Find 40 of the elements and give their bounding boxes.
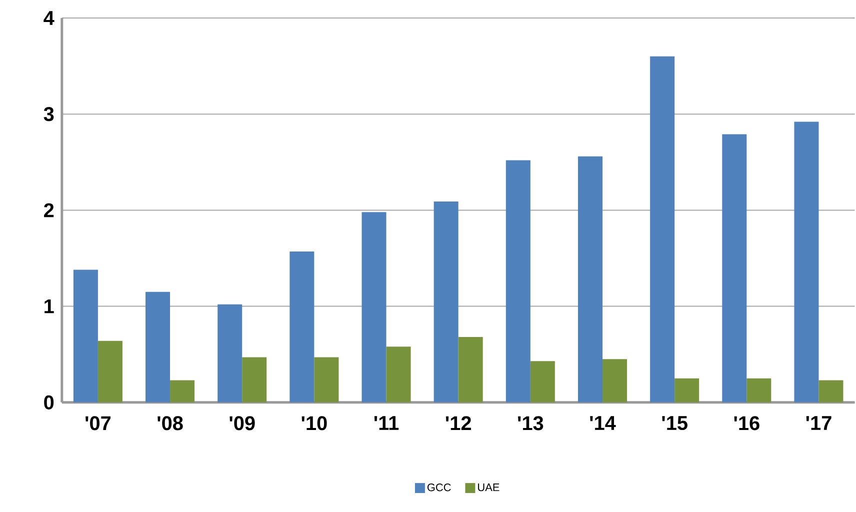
bar	[794, 122, 819, 402]
bar	[290, 251, 314, 402]
bar	[650, 56, 675, 402]
x-tick-label: '10	[302, 416, 327, 430]
x-tick-label: '11	[374, 416, 399, 430]
x-tick-label: '12	[446, 416, 471, 430]
y-tick-label: 4	[44, 11, 54, 25]
bar	[602, 359, 627, 402]
x-tick-label: '08	[158, 416, 183, 430]
x-tick-label: '07	[86, 416, 111, 430]
x-tick-label: '16	[734, 416, 760, 430]
bar	[242, 357, 267, 402]
y-tick-label: 1	[44, 299, 54, 314]
bar	[146, 292, 170, 402]
y-tick-label: 2	[44, 203, 54, 218]
bar	[362, 212, 386, 402]
bar	[722, 134, 747, 402]
bar	[434, 201, 458, 402]
bar	[506, 160, 530, 402]
x-tick-label: '17	[806, 416, 832, 430]
legend-label: GCC	[427, 483, 451, 492]
x-tick-label: '13	[518, 416, 544, 430]
bar	[386, 346, 411, 402]
x-tick-label: '09	[230, 416, 255, 430]
x-tick-label: '14	[590, 416, 616, 430]
x-tick-label: '15	[662, 416, 688, 430]
bar	[314, 357, 339, 402]
bar	[98, 340, 122, 402]
bar	[818, 380, 844, 402]
y-tick-label: 0	[44, 395, 54, 410]
bar	[73, 270, 98, 402]
bar	[578, 156, 602, 402]
bar	[530, 360, 555, 402]
bar	[746, 378, 772, 402]
bar	[218, 304, 242, 402]
bar	[458, 336, 483, 402]
legend-label: UAE	[478, 483, 500, 492]
bar	[674, 378, 700, 402]
y-tick-label: 3	[44, 106, 54, 122]
bar	[170, 380, 195, 402]
